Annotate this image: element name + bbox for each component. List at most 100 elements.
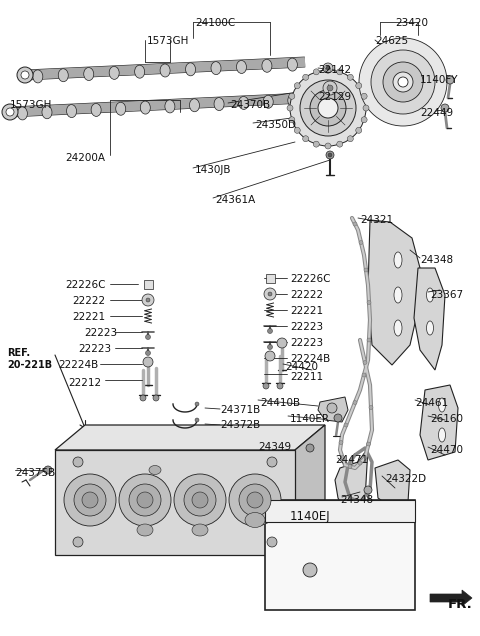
Circle shape xyxy=(327,85,333,91)
Circle shape xyxy=(17,67,33,83)
Circle shape xyxy=(367,300,371,305)
Polygon shape xyxy=(295,425,325,555)
Circle shape xyxy=(363,361,367,364)
Text: 22223: 22223 xyxy=(290,322,323,332)
Ellipse shape xyxy=(427,288,433,302)
Ellipse shape xyxy=(394,320,402,336)
Text: 22212: 22212 xyxy=(68,378,101,388)
Circle shape xyxy=(441,104,449,112)
Polygon shape xyxy=(55,450,295,555)
Circle shape xyxy=(294,127,300,134)
Circle shape xyxy=(310,90,346,126)
Circle shape xyxy=(267,457,277,467)
Circle shape xyxy=(294,83,300,88)
Polygon shape xyxy=(318,397,348,422)
Text: 24100C: 24100C xyxy=(195,18,235,28)
Text: 24625: 24625 xyxy=(375,36,408,46)
Circle shape xyxy=(195,418,199,422)
Text: 23367: 23367 xyxy=(430,290,463,300)
Ellipse shape xyxy=(186,63,195,76)
Text: 24350D: 24350D xyxy=(255,120,296,130)
Ellipse shape xyxy=(239,97,249,109)
Text: 22211: 22211 xyxy=(290,372,323,382)
Polygon shape xyxy=(414,268,445,370)
Text: FR.: FR. xyxy=(448,598,473,611)
Ellipse shape xyxy=(394,252,402,268)
Text: 24348: 24348 xyxy=(340,495,373,505)
Circle shape xyxy=(371,50,435,114)
Circle shape xyxy=(356,83,362,88)
Circle shape xyxy=(229,474,281,526)
Text: 22222: 22222 xyxy=(72,296,105,306)
Text: 22223: 22223 xyxy=(78,344,111,354)
Circle shape xyxy=(353,222,357,226)
Ellipse shape xyxy=(427,321,433,335)
Circle shape xyxy=(358,461,362,465)
Polygon shape xyxy=(420,385,458,460)
Circle shape xyxy=(369,406,373,410)
Ellipse shape xyxy=(33,70,43,83)
Circle shape xyxy=(383,62,423,102)
Polygon shape xyxy=(368,220,420,365)
Text: 23420: 23420 xyxy=(395,18,428,28)
Text: 22129: 22129 xyxy=(318,92,351,102)
Polygon shape xyxy=(430,590,472,606)
Ellipse shape xyxy=(439,428,445,442)
Circle shape xyxy=(289,117,295,123)
Text: 22223: 22223 xyxy=(290,338,323,348)
Circle shape xyxy=(129,484,161,516)
Ellipse shape xyxy=(394,287,402,303)
Circle shape xyxy=(267,537,277,547)
Ellipse shape xyxy=(288,94,298,107)
Ellipse shape xyxy=(137,524,153,536)
Ellipse shape xyxy=(214,97,224,111)
Ellipse shape xyxy=(211,62,221,74)
Circle shape xyxy=(267,345,273,350)
Circle shape xyxy=(364,486,372,494)
Text: 24410B: 24410B xyxy=(260,398,300,408)
Ellipse shape xyxy=(116,102,126,115)
Circle shape xyxy=(290,70,366,146)
Ellipse shape xyxy=(165,100,175,113)
Text: 1430JB: 1430JB xyxy=(195,165,231,175)
Circle shape xyxy=(137,492,153,508)
Text: 22222: 22222 xyxy=(290,290,323,300)
Circle shape xyxy=(73,457,83,467)
Circle shape xyxy=(140,395,146,401)
Text: 22142: 22142 xyxy=(318,65,351,75)
Text: 20-221B: 20-221B xyxy=(7,360,52,370)
Circle shape xyxy=(362,373,366,377)
Circle shape xyxy=(74,484,106,516)
Ellipse shape xyxy=(67,104,76,118)
Text: 1573GH: 1573GH xyxy=(147,36,190,46)
Ellipse shape xyxy=(439,398,445,412)
Circle shape xyxy=(348,135,353,142)
Circle shape xyxy=(195,402,199,406)
Text: 26160: 26160 xyxy=(430,414,463,424)
Circle shape xyxy=(361,93,367,99)
Text: REF.: REF. xyxy=(7,348,30,358)
Text: 1573GH: 1573GH xyxy=(10,100,52,110)
Polygon shape xyxy=(335,448,368,510)
Circle shape xyxy=(153,395,159,401)
Circle shape xyxy=(73,537,83,547)
Circle shape xyxy=(146,298,150,302)
Circle shape xyxy=(21,71,29,79)
Circle shape xyxy=(359,38,447,126)
Circle shape xyxy=(348,464,352,469)
Bar xyxy=(144,279,153,289)
Circle shape xyxy=(306,444,314,452)
Circle shape xyxy=(337,69,343,75)
Circle shape xyxy=(348,74,353,80)
Circle shape xyxy=(325,67,331,73)
Text: 22221: 22221 xyxy=(72,312,105,322)
Circle shape xyxy=(313,69,319,75)
Polygon shape xyxy=(375,460,410,510)
Circle shape xyxy=(82,492,98,508)
Circle shape xyxy=(6,108,14,116)
Ellipse shape xyxy=(140,101,150,114)
Circle shape xyxy=(323,81,337,95)
Circle shape xyxy=(339,441,343,445)
Ellipse shape xyxy=(263,95,273,108)
Text: 1140EJ: 1140EJ xyxy=(290,510,331,523)
